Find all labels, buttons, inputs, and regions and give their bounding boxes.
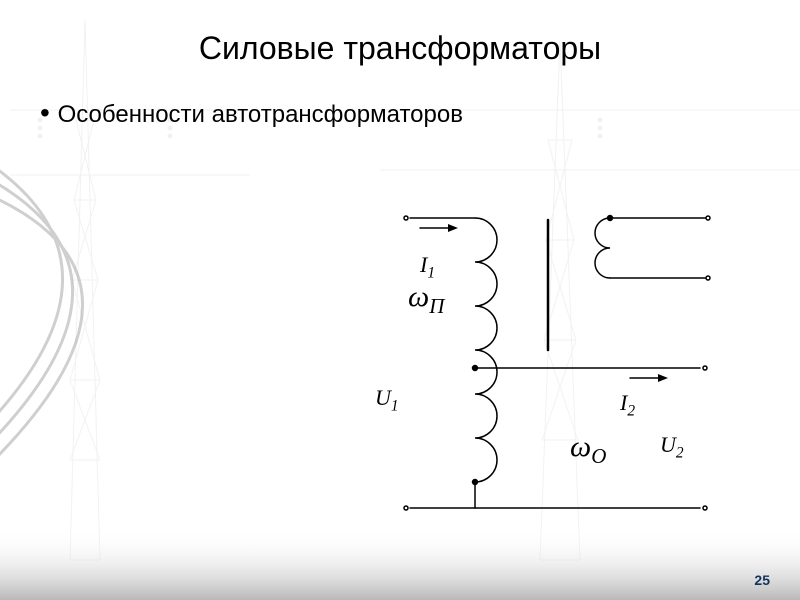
bullet-item: Особенности автотрансформаторов — [40, 97, 800, 129]
label-I2: I2 — [620, 390, 635, 420]
slide-content: Силовые трансформаторы Особенности автот… — [0, 0, 800, 600]
label-I1: I1 — [420, 252, 435, 282]
slide-title: Силовые трансформаторы — [0, 30, 800, 67]
label-U1: U1 — [375, 385, 399, 415]
label-omega-p: ωП — [408, 280, 444, 319]
label-U2: U2 — [660, 432, 684, 462]
page-number: 25 — [754, 572, 770, 588]
autotransformer-diagram: I1 ωП U1 I2 ωО U2 — [330, 200, 750, 550]
label-omega-o: ωО — [570, 430, 606, 469]
